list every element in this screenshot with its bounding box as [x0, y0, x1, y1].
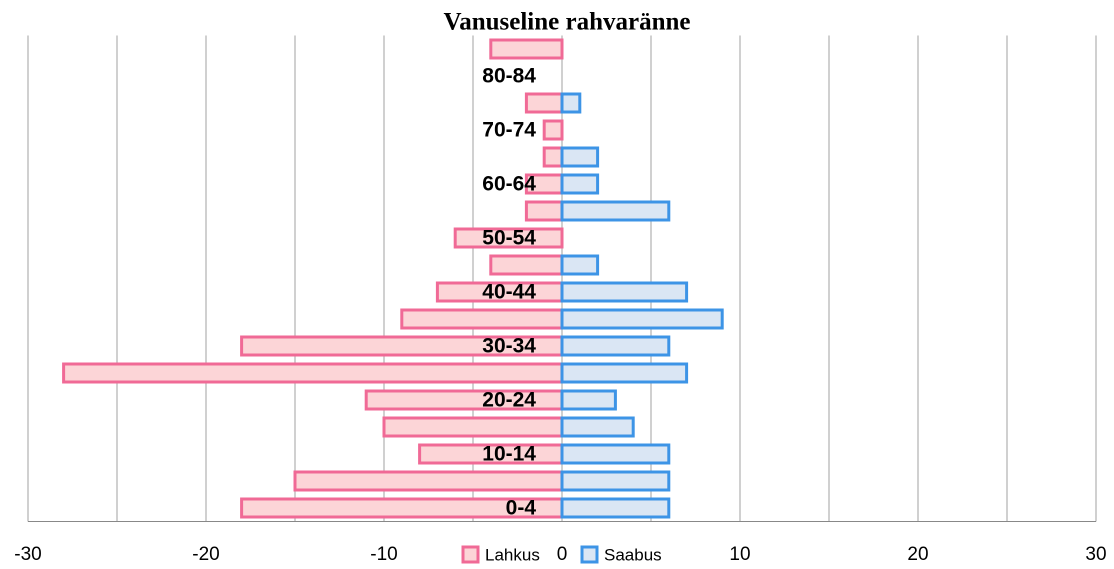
- x-tick-label: -10: [370, 544, 397, 565]
- x-tick-label: -30: [14, 544, 41, 565]
- x-tick-label: -20: [192, 544, 219, 565]
- y-tick-label: 10-14: [482, 443, 536, 466]
- bar: [453, 227, 564, 249]
- legend-item: Saabus: [580, 545, 662, 564]
- bar: [62, 362, 564, 384]
- y-tick-label: 50-54: [482, 227, 536, 250]
- bar: [382, 416, 564, 438]
- bar: [560, 308, 724, 330]
- y-tick-label: 60-64: [482, 173, 536, 196]
- bar: [560, 416, 635, 438]
- bar: [560, 173, 600, 195]
- bar: [560, 281, 689, 303]
- bar: [560, 335, 671, 357]
- y-tick-label: 70-74: [482, 119, 536, 142]
- bar: [489, 254, 564, 276]
- bar: [560, 200, 671, 222]
- bar: [560, 470, 671, 492]
- bar: [560, 92, 582, 114]
- bar: [400, 308, 564, 330]
- x-tick-label: 30: [1085, 544, 1106, 565]
- bar: [542, 119, 564, 141]
- bar: [560, 254, 600, 276]
- y-tick-label: 40-44: [482, 281, 536, 304]
- bar: [560, 389, 617, 411]
- legend-swatch: [580, 545, 599, 564]
- bar: [524, 92, 564, 114]
- bar: [560, 362, 689, 384]
- bar: [524, 200, 564, 222]
- bar: [560, 497, 671, 519]
- y-tick-label: 30-34: [482, 335, 536, 358]
- x-tick-label: 20: [907, 544, 928, 565]
- x-tick-label: 10: [729, 544, 750, 565]
- legend-label: Lahkus: [485, 545, 540, 564]
- chart-title: Vanuseline rahvaränne: [443, 9, 690, 36]
- legend-swatch: [461, 545, 480, 564]
- legend-label: Saabus: [604, 545, 662, 564]
- y-tick-label: 80-84: [482, 65, 536, 88]
- bar: [560, 146, 600, 168]
- x-tick-label: 0: [557, 544, 568, 565]
- legend-item: Lahkus: [461, 545, 540, 564]
- bar: [489, 38, 564, 60]
- bar: [293, 470, 564, 492]
- y-tick-label: 20-24: [482, 389, 536, 412]
- bar: [542, 146, 564, 168]
- bar: [560, 443, 671, 465]
- y-tick-label: 0-4: [506, 497, 537, 520]
